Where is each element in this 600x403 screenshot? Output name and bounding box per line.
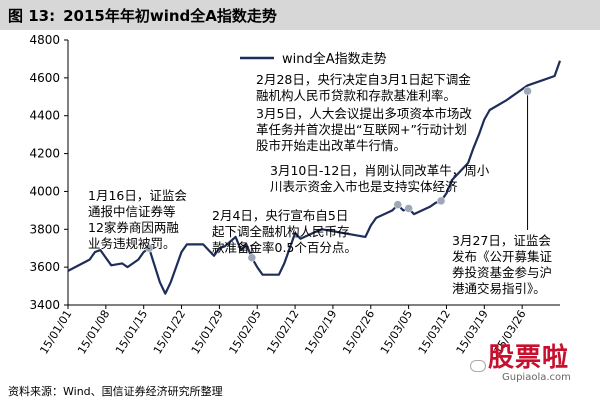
- event-marker: [523, 86, 532, 96]
- figure-label: 图 13:: [8, 7, 56, 25]
- event-marker: [247, 253, 257, 262]
- annotation-line: 港通交易指引》。: [452, 281, 546, 296]
- y-tick-label: 4200: [29, 147, 60, 161]
- annotation-line: 1月16日，证监会: [88, 188, 187, 203]
- source-note: 资料来源：Wind、国信证券经济研究所整理: [8, 385, 223, 398]
- x-tick-label: 15/01/22: [151, 308, 188, 357]
- y-tick-label: 4800: [29, 33, 60, 47]
- event-marker: [144, 243, 154, 253]
- y-tick-label: 3400: [29, 298, 60, 312]
- x-tick-label: 15/01/15: [113, 308, 150, 357]
- wechat-icon: [470, 360, 486, 372]
- x-tick-label: 15/02/05: [227, 308, 264, 357]
- event-marker: [404, 204, 413, 213]
- y-tick-label: 4400: [29, 109, 60, 123]
- x-tick-label: 15/03/19: [454, 308, 491, 357]
- y-tick-label: 4600: [29, 71, 60, 85]
- title-bar: 图 13: 2015年年初wind全A指数走势: [0, 0, 600, 30]
- annotation-line: 川表示资金入市也是支持实体经济: [270, 179, 458, 194]
- annotation-line: 发布《公开募集证: [452, 249, 553, 264]
- watermark-logo: 股票啦: [488, 343, 570, 373]
- legend-label: wind全A指数走势: [282, 51, 387, 67]
- x-tick-label: 15/01/01: [37, 308, 74, 357]
- x-tick-label: 15/03/12: [416, 308, 453, 357]
- annotation-text: 3月10日-12日，肖刚认同改革牛，周小川表示资金入市也是支持实体经济: [270, 163, 490, 194]
- y-tick-label: 4000: [29, 184, 60, 198]
- x-tick-label: 15/02/12: [264, 308, 301, 357]
- annotation-text: 2月4日，央行宣布自5日起下调全融机构人民币存款准备金率0.5个百分点。: [212, 208, 357, 255]
- x-tick-label: 15/02/26: [340, 308, 377, 357]
- y-tick-label: 3800: [29, 222, 60, 236]
- annotation-text: 1月16日，证监会通报中信证券等 12家券商因两融业务违规被罚。: [88, 188, 187, 251]
- annotation-line: 融机构人民币贷款和存款基准利率。: [256, 88, 456, 103]
- annotation-line: 股市开始走出改革牛行情。: [256, 138, 406, 153]
- event-marker: [393, 200, 403, 209]
- annotation-text: 3月27日，证监会发布《公开募集证券投资基金参与沪港通交易指引》。: [452, 233, 553, 296]
- figure-title-text: 2015年年初wind全A指数走势: [63, 7, 277, 25]
- annotation-line: 2月4日，央行宣布自5日: [212, 208, 348, 223]
- annotation-text: 2月28日，央行决定自3月1日起下调金融机构人民币贷款和存款基准利率。: [256, 72, 471, 103]
- annotation-line: 2月28日，央行决定自3月1日起下调金: [256, 72, 471, 87]
- annotation-line: 3月27日，证监会: [452, 233, 551, 248]
- annotation-line: 款准备金率0.5个百分点。: [212, 240, 357, 255]
- annotation-text: 3月5日，人大会议提出多项资本市场改革任务并首次提出“互联网+”行动计划股市开始…: [256, 106, 472, 153]
- annotation-line: 券投资基金参与沪: [452, 265, 552, 280]
- x-tick-label: 15/01/29: [189, 308, 226, 357]
- figure-title: 图 13: 2015年年初wind全A指数走势: [8, 5, 277, 26]
- event-marker: [436, 196, 446, 206]
- annotation-line: 业务违规被罚。: [88, 236, 176, 251]
- x-tick-label: 15/01/08: [75, 308, 112, 357]
- watermark-url: Gupiaola.com: [502, 372, 571, 383]
- x-tick-label: 15/02/19: [302, 308, 339, 357]
- watermark: 股票啦 Gupiaola.com: [488, 344, 571, 383]
- annotation-line: 通报中信证券等: [88, 204, 176, 219]
- y-tick-label: 3600: [29, 260, 60, 274]
- annotation-line: 3月5日，人大会议提出多项资本市场改: [256, 106, 472, 121]
- annotation-line: 起下调全融机构人民币存: [212, 224, 350, 239]
- annotation-line: 革任务并首次提出“互联网+”行动计划: [256, 122, 467, 137]
- x-tick-label: 15/03/05: [378, 308, 415, 357]
- annotation-line: 3月10日-12日，肖刚认同改革牛，周小: [270, 163, 490, 178]
- annotation-line: 12家券商因两融: [88, 220, 179, 235]
